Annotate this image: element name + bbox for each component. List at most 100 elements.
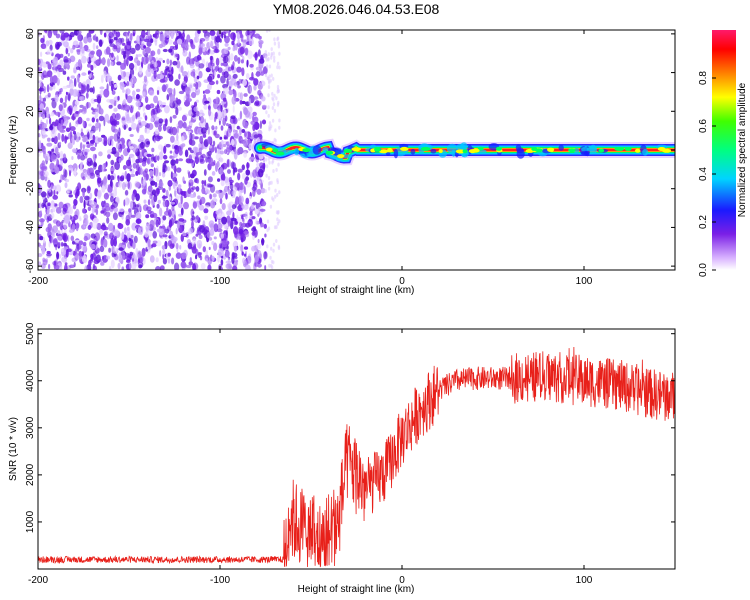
spectrogram-noise-blob: [269, 204, 273, 209]
spectrogram-noise-blob: [86, 144, 91, 148]
spectrogram-noise-blob: [230, 217, 237, 222]
spectrogram-noise-blob: [268, 74, 271, 79]
spectrogram-noise-blob: [48, 241, 51, 248]
spectrogram-noise-blob: [224, 249, 230, 258]
spectrogram-noise-blob: [192, 263, 197, 270]
spectrogram-noise-blob: [54, 264, 60, 270]
spectrogram-band-blob: [534, 148, 543, 153]
spectrogram-noise-blob: [202, 46, 206, 53]
spectrogram-noise-blob: [110, 52, 114, 58]
spectrogram-noise-blob: [113, 30, 116, 34]
spectrogram-noise-blob: [116, 55, 119, 62]
spectrogram-noise-blob: [272, 248, 275, 253]
spectrogram-noise-blob: [225, 260, 232, 264]
spectrogram-noise-blob: [207, 83, 212, 91]
spectrogram-noise-blob: [240, 237, 244, 243]
spectrogram-noise-blob: [116, 30, 119, 33]
spectrogram-noise-blob: [110, 151, 117, 155]
spectrogram-noise-blob: [53, 56, 59, 64]
spectrogram-noise-blob: [190, 71, 196, 77]
spectrogram-noise-blob: [129, 116, 135, 124]
spectrogram-noise-blob: [70, 83, 75, 89]
spectrogram-noise-blob: [135, 182, 142, 188]
spectrogram-noise-blob: [71, 148, 77, 153]
spectrogram-noise-blob: [171, 126, 178, 136]
spectrogram-noise-blob: [213, 242, 218, 251]
spectrogram-noise-blob: [264, 265, 267, 270]
spectrogram-noise-blob: [251, 186, 257, 191]
spectrogram-noise-blob: [168, 209, 172, 218]
spectrogram-noise-blob: [259, 58, 265, 64]
spectrogram-noise-blob: [231, 190, 236, 196]
spectrogram-noise-blob: [42, 237, 46, 244]
spectrogram-noise-blob: [114, 113, 121, 121]
spectrogram-noise-blob: [218, 103, 221, 113]
spectrogram-noise-blob: [75, 222, 79, 232]
spectrogram-noise-blob: [123, 236, 129, 244]
spectrogram-noise-blob: [272, 197, 275, 202]
spectrogram-noise-blob: [123, 124, 127, 130]
spectrogram-noise-blob: [218, 141, 222, 149]
spectrogram-noise-blob: [207, 136, 212, 144]
spectrogram-noise-blob: [226, 210, 232, 216]
spectrogram-band-blob: [265, 147, 273, 152]
spectrogram-noise-blob: [101, 255, 105, 260]
spectrogram-noise-blob: [245, 73, 250, 79]
spectrogram-noise-blob: [46, 111, 50, 119]
spectrogram-noise-blob: [241, 205, 245, 209]
spectrogram-noise-blob: [113, 36, 118, 41]
spectrogram-noise-blob: [154, 155, 158, 161]
spectrogram-noise-blob: [157, 199, 161, 205]
spectrogram-noise-blob: [215, 96, 219, 104]
spectrogram-noise-blob: [142, 83, 147, 93]
spectrogram-noise-blob: [226, 130, 229, 140]
spectrogram-noise-blob: [264, 189, 267, 193]
spectrogram-noise-blob: [271, 106, 275, 110]
spectrogram-noise-blob: [38, 139, 42, 149]
spectrogram-noise-blob: [219, 38, 222, 43]
spectrogram-noise-blob: [109, 40, 113, 45]
spectrogram-noise-blob: [139, 165, 142, 174]
spectrogram-noise-blob: [226, 123, 229, 127]
spectrogram-noise-blob: [65, 64, 70, 68]
spectrogram-noise-blob: [157, 155, 160, 161]
spectrogram-noise-blob: [149, 214, 155, 218]
spectrogram-noise-blob: [135, 100, 141, 107]
spectrogram-noise-blob: [102, 177, 108, 185]
spectrogram-noise-blob: [98, 164, 103, 173]
spectrogram-noise-blob: [140, 120, 147, 127]
spectrogram-noise-blob: [172, 114, 177, 119]
spectrogram-noise-blob: [182, 71, 188, 77]
spectrogram-noise-blob: [103, 208, 107, 216]
spectrogram-noise-blob: [38, 191, 42, 196]
spectrogram-noise-blob: [89, 192, 93, 199]
spectrogram-noise-blob: [217, 67, 223, 73]
spectrogram-noise-blob: [243, 151, 248, 158]
spectrogram-noise-blob: [209, 30, 216, 36]
spectrogram-noise-blob: [181, 135, 185, 142]
spectrogram-noise-blob: [230, 53, 234, 61]
spectrogram-noise-blob: [50, 112, 55, 117]
snr-ytick-label: 4000: [25, 369, 36, 392]
spectrogram-noise-blob: [232, 265, 238, 270]
spectrogram-band-blob: [614, 146, 625, 151]
spectrogram-noise-blob: [127, 181, 130, 189]
spectrogram-noise-blob: [217, 222, 223, 230]
spectrogram-band-blob: [322, 147, 329, 153]
spectrogram-noise-blob: [109, 135, 114, 140]
spectrogram-noise-blob: [241, 222, 247, 228]
spectrogram-noise-blob: [239, 110, 243, 120]
spectrogram-noise-blob: [253, 96, 259, 100]
spectrogram-noise-blob: [61, 248, 64, 253]
spectrogram-noise-blob: [52, 225, 58, 234]
spectrogram-noise-blob: [225, 229, 228, 239]
spectrogram-noise-blob: [75, 66, 81, 70]
spectrogram-noise-blob: [206, 183, 213, 188]
spectrogram-noise-blob: [117, 262, 121, 270]
spectrogram-noise-blob: [256, 163, 261, 167]
spectrogram-noise-blob: [110, 196, 114, 203]
spectrogram-noise-blob: [125, 57, 129, 67]
spectrogram-noise-blob: [198, 146, 202, 154]
spectrogram-noise-blob: [244, 177, 248, 185]
spectrogram-noise-blob: [132, 32, 135, 37]
